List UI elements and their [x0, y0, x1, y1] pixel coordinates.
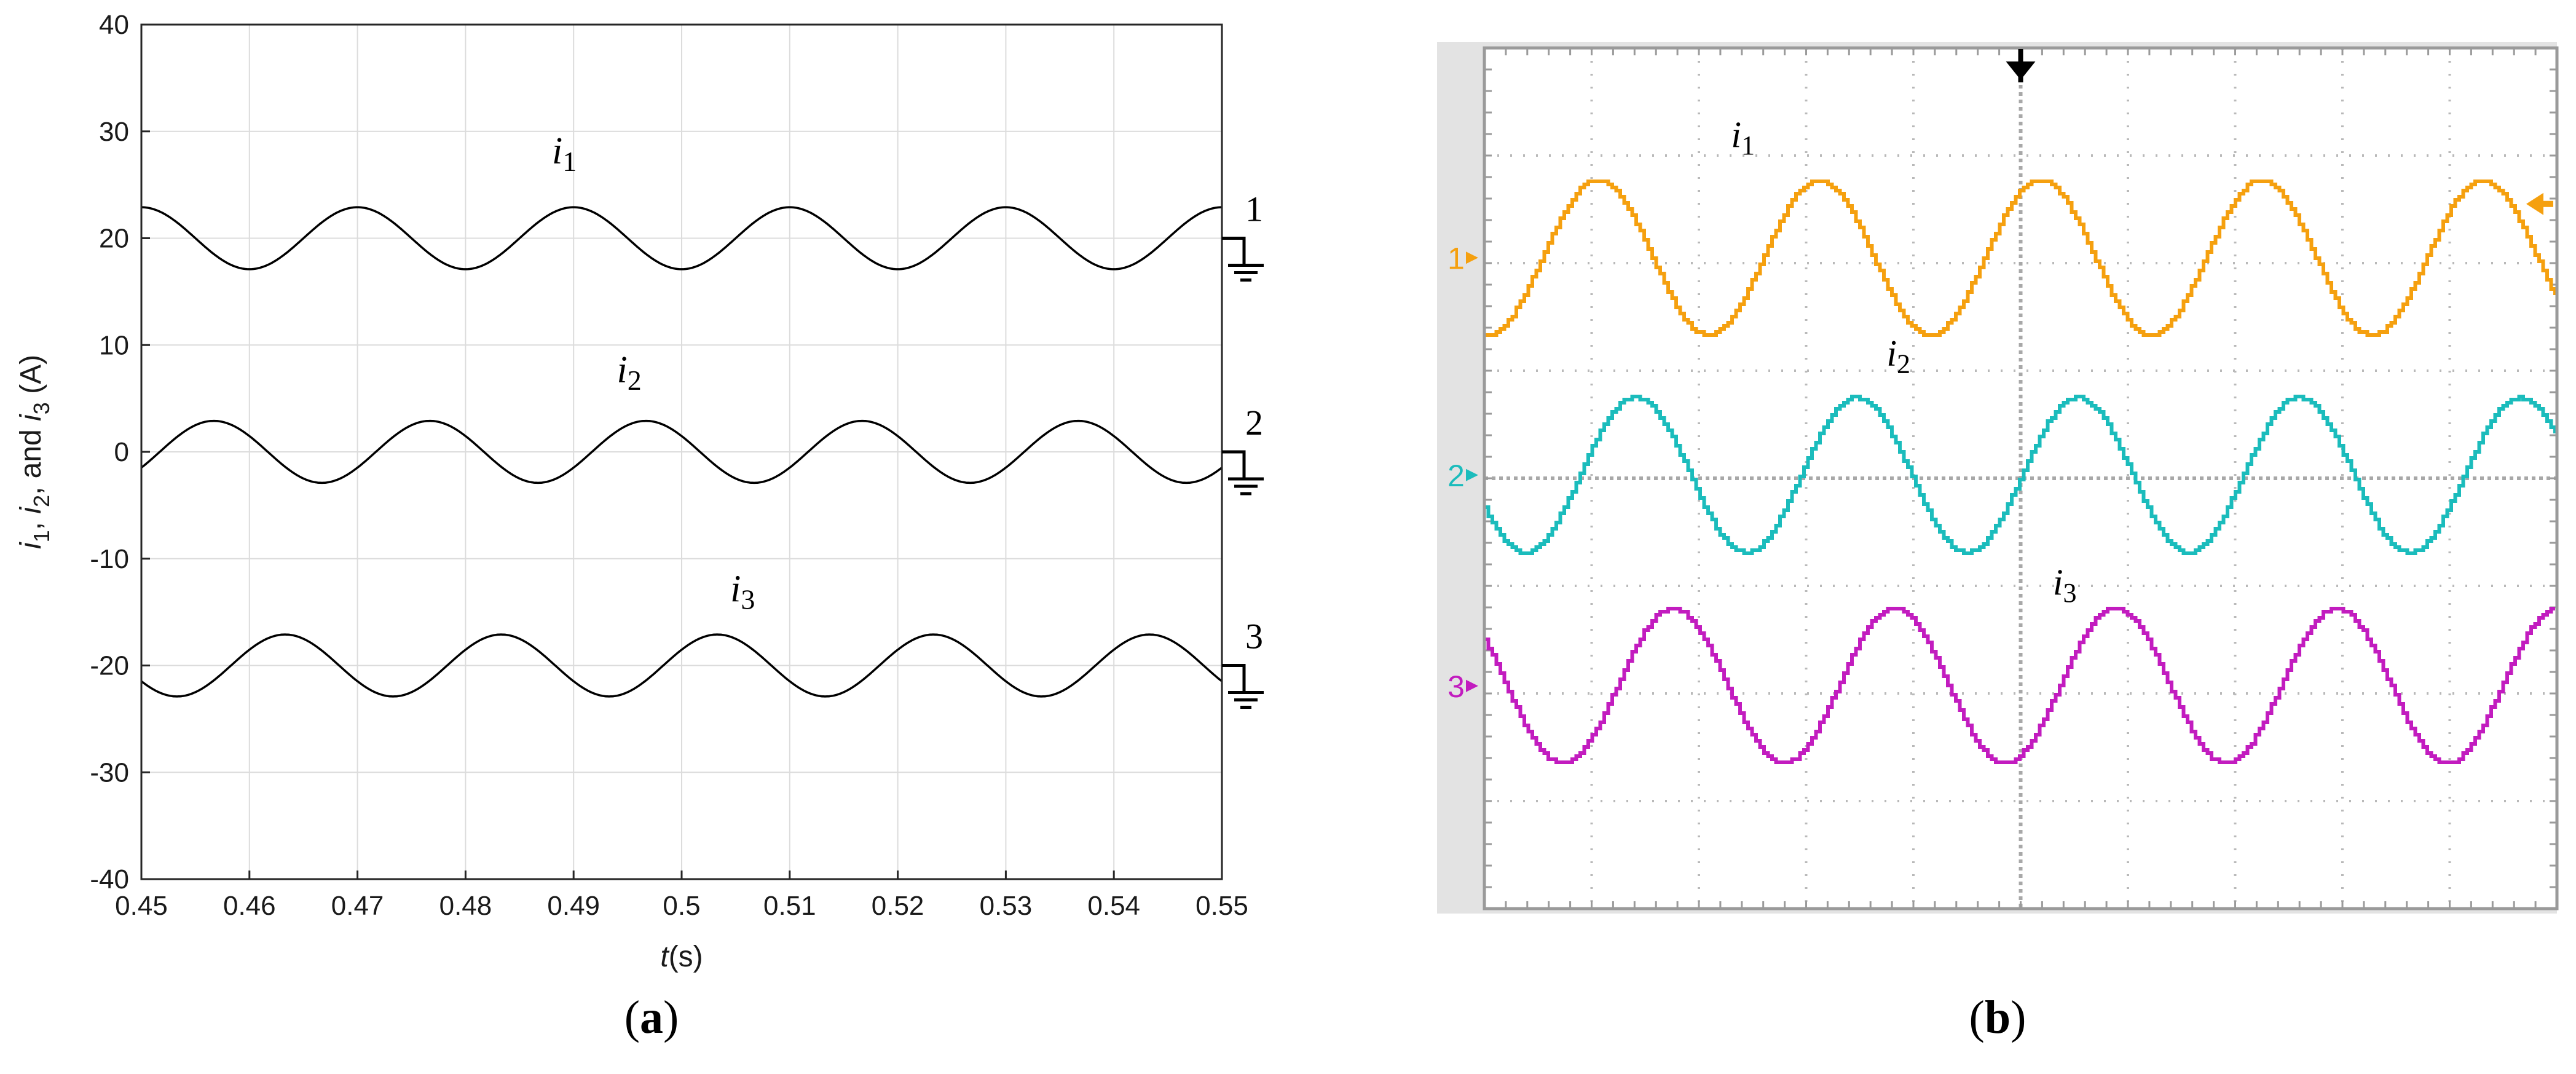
series-i2-label: i2 [617, 349, 642, 396]
channel-markers-a: 1 2 3 [1222, 189, 1264, 709]
series-i3-line [140, 633, 1223, 698]
trace-i2-label: i2 [1886, 333, 1910, 379]
x-tick-label: 0.54 [1087, 891, 1140, 921]
ground-marker-1-icon [1222, 237, 1264, 282]
y-tick-label: 20 [99, 224, 129, 254]
x-tick-label: 0.45 [115, 891, 168, 921]
channel-1-marker: 1 [1448, 241, 1465, 275]
series-i3-label: i3 [730, 568, 755, 615]
y-tick-label: 30 [99, 117, 129, 147]
series-i1-label: i1 [552, 130, 577, 177]
channel-number-1: 1 [1245, 189, 1263, 229]
channel-1-arrow-icon [1466, 251, 1478, 264]
trace-i3 [1484, 607, 2555, 764]
channel-number-3: 3 [1245, 617, 1263, 657]
y-tick-label: -10 [90, 544, 129, 574]
channel-3-marker: 3 [1448, 669, 1465, 704]
scope-channel-markers: 1 2 3 [1448, 241, 1478, 704]
x-tick-label: 0.49 [547, 891, 600, 921]
x-tick-label: 0.5 [663, 891, 700, 921]
trigger-marker-icon [2006, 49, 2036, 82]
channel-2-marker: 2 [1448, 459, 1465, 493]
y-tick-label: 0 [114, 437, 129, 467]
channel-number-2: 2 [1245, 403, 1263, 443]
ground-marker-2-icon [1222, 450, 1264, 496]
x-axis-label-a: t(s) [660, 941, 703, 973]
x-tick-label: 0.53 [980, 891, 1033, 921]
trigger-level-arrow-icon [2526, 192, 2553, 215]
x-tick-label: 0.47 [331, 891, 384, 921]
x-tick-label: 0.46 [223, 891, 276, 921]
y-tick-label: 40 [99, 10, 129, 40]
trace-i3-label: i3 [2053, 562, 2077, 608]
y-tick-labels-a: -40 -30 -20 -10 0 10 20 30 40 [90, 10, 150, 894]
panel-b-oscilloscope: i1 i2 i3 1 2 3 [1437, 42, 2559, 914]
y-axis-label-a: i1, i2, and i3 (A) [15, 355, 54, 549]
x-tick-labels-a: 0.45 0.46 0.47 0.48 0.49 0.5 0.51 0.52 0.53 0.54 0… [115, 871, 1248, 921]
trace-i1-label: i1 [1731, 114, 1755, 160]
ground-marker-3-icon [1222, 664, 1264, 709]
series-group-a: i1 i2 i3 [140, 130, 1223, 698]
series-i2-line [140, 419, 1223, 484]
x-tick-label: 0.48 [439, 891, 492, 921]
channel-3-arrow-icon [1466, 679, 1478, 692]
scope-frame [1483, 46, 2559, 910]
y-tick-label: -20 [90, 651, 129, 681]
caption-a: (a) [624, 992, 679, 1043]
y-tick-label: -40 [90, 864, 129, 894]
channel-2-arrow-icon [1466, 468, 1478, 481]
x-tick-label: 0.52 [872, 891, 924, 921]
x-tick-label: 0.55 [1195, 891, 1248, 921]
scope-traces: i1 i2 i3 [1484, 114, 2557, 764]
series-i1-line [141, 206, 1222, 270]
caption-b: (b) [1969, 992, 2027, 1043]
trace-i1 [1484, 180, 2557, 337]
x-tick-label: 0.51 [763, 891, 816, 921]
y-tick-label: 10 [99, 330, 129, 360]
y-tick-label: -30 [90, 757, 129, 788]
trace-i2 [1484, 395, 2557, 555]
